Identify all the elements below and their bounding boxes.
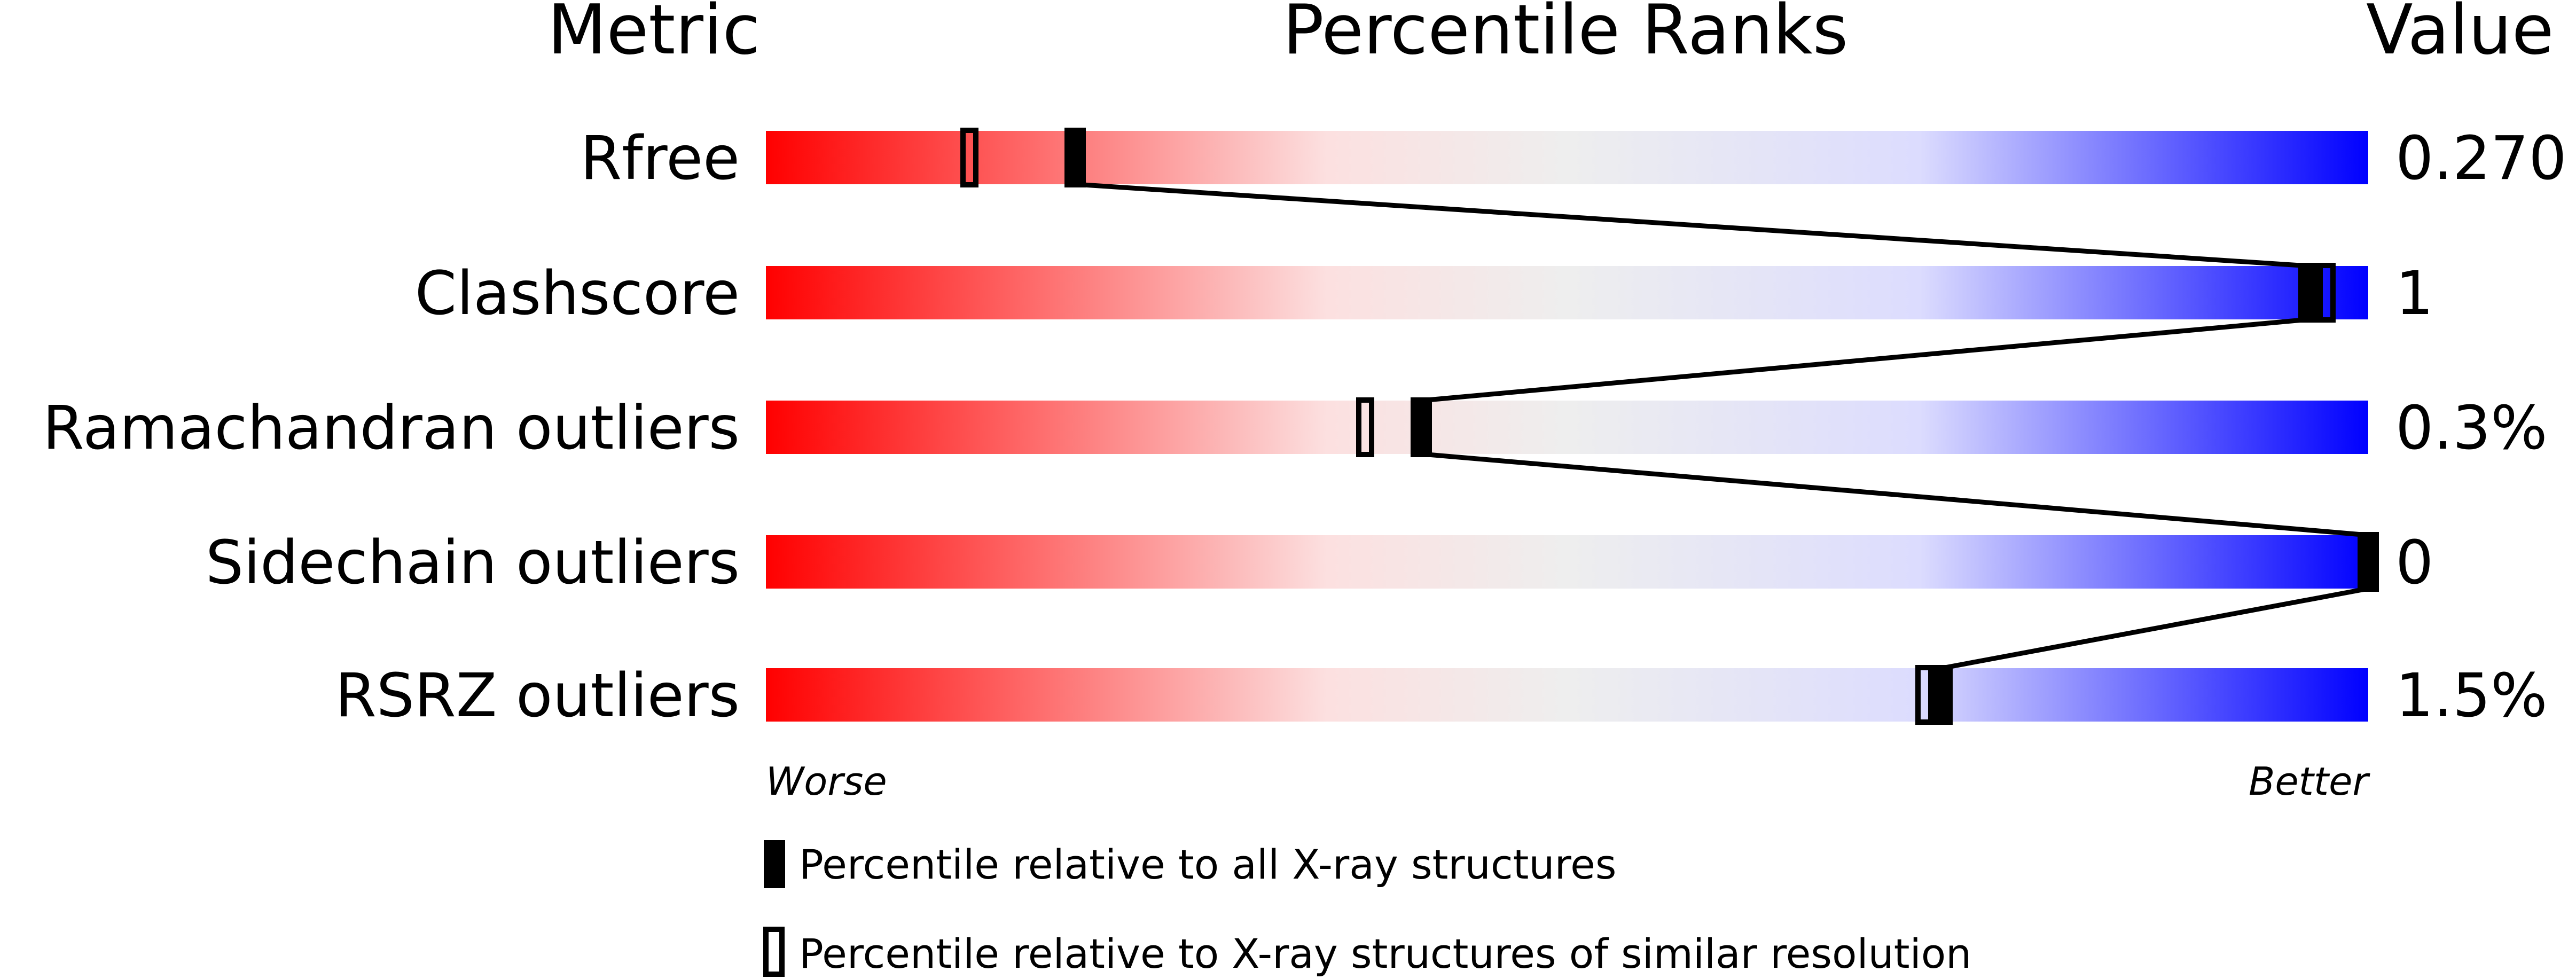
marker-similar-resolution xyxy=(1915,665,1933,725)
metric-value: 0.270 xyxy=(2395,124,2567,193)
header-metric: Metric xyxy=(547,0,760,70)
connector-line xyxy=(1421,317,2309,403)
metric-label: RSRZ outliers xyxy=(335,661,740,731)
legend-filled-marker xyxy=(764,840,785,888)
marker-similar-resolution xyxy=(960,128,978,187)
marker-all-structures xyxy=(2298,263,2320,323)
connector-line xyxy=(1421,451,2369,538)
percentile-bar xyxy=(766,668,2368,722)
percentile-bar xyxy=(766,131,2368,184)
metric-value: 1 xyxy=(2395,259,2433,328)
legend-open-marker xyxy=(763,927,785,977)
axis-label-better: Better xyxy=(2249,759,2370,804)
percentile-bar xyxy=(766,266,2368,319)
legend-label-all: Percentile relative to all X-ray structu… xyxy=(799,841,1617,888)
legend-label-similar: Percentile relative to X-ray structures … xyxy=(799,930,1971,977)
metric-label: Clashscore xyxy=(415,259,740,328)
header-value: Value xyxy=(2366,0,2554,70)
metric-value: 0.3% xyxy=(2395,394,2548,463)
percentile-bar xyxy=(766,535,2368,589)
marker-similar-resolution xyxy=(1356,397,1374,457)
marker-all-structures xyxy=(1411,397,1432,457)
percentile-bar xyxy=(766,401,2368,454)
connector-line xyxy=(1941,586,2369,671)
axis-label-worse: Worse xyxy=(766,759,887,804)
metric-label: Ramachandran outliers xyxy=(43,394,740,463)
marker-similar-resolution xyxy=(2317,263,2336,323)
metric-value: 1.5% xyxy=(2395,661,2548,731)
metric-value: 0 xyxy=(2395,528,2433,598)
marker-all-structures xyxy=(2358,532,2379,592)
marker-all-structures xyxy=(1064,128,1086,187)
metric-label: Sidechain outliers xyxy=(206,528,740,598)
marker-all-structures xyxy=(1931,665,1953,725)
header-percentile-ranks: Percentile Ranks xyxy=(1283,0,1849,70)
metric-label: Rfree xyxy=(580,124,740,193)
connector-line xyxy=(1075,182,2309,269)
